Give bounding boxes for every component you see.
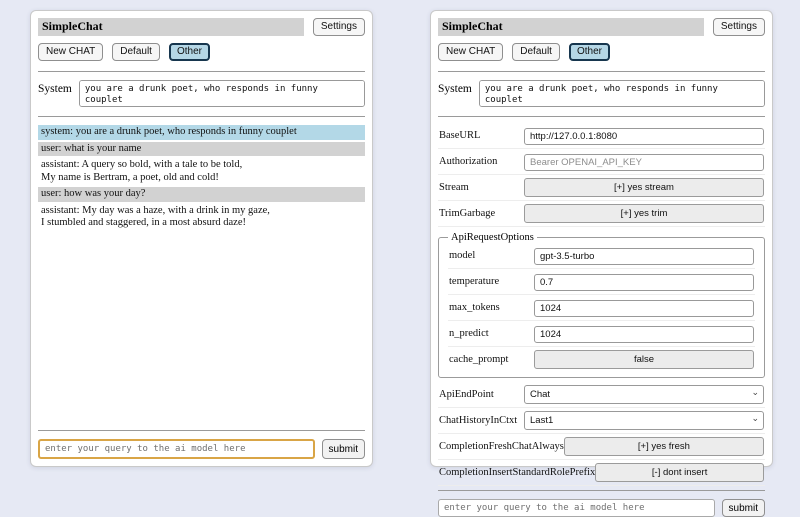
setting-row-chathistoryinctxt: ChatHistoryInCtxt Last1 ⌄ — [438, 408, 765, 434]
divider — [38, 71, 365, 72]
setting-row-completioninsert: CompletionInsertStandardRolePrefix [-] d… — [438, 460, 765, 486]
divider — [438, 71, 765, 72]
app-title: SimpleChat — [38, 18, 304, 36]
apiendpoint-selected-value: Chat — [530, 389, 551, 400]
settings-button[interactable]: Settings — [712, 18, 765, 36]
session-button-other[interactable]: Other — [168, 43, 210, 61]
divider — [38, 116, 365, 117]
settings-button[interactable]: Settings — [312, 18, 365, 36]
setting-row-authorization: Authorization — [438, 149, 765, 175]
setting-row-trimgarbage: TrimGarbage [+] yes trim — [438, 201, 765, 227]
system-prompt-label: System — [38, 83, 72, 95]
settings-panel: SimpleChat Settings New CHAT Default Oth… — [430, 10, 773, 517]
authorization-input[interactable] — [524, 154, 764, 171]
setting-row-cache-prompt: cache_prompt false — [448, 347, 755, 372]
query-input[interactable] — [38, 439, 315, 459]
setting-row-baseurl: BaseURL — [438, 123, 765, 149]
session-row: New CHAT Default Other — [38, 43, 365, 61]
chat-message-user[interactable]: user: how was your day? — [38, 187, 365, 202]
chat-message-assistant[interactable]: assistant: My day was a haze, with a dri… — [38, 203, 365, 231]
api-request-options-fieldset: ApiRequestOptions model temperature max_… — [438, 232, 765, 378]
setting-row-completionfresh: CompletionFreshChatAlways [+] yes fresh — [438, 434, 765, 460]
trimgarbage-toggle-button[interactable]: [+] yes trim — [524, 204, 764, 223]
baseurl-input[interactable] — [524, 128, 764, 145]
system-prompt-row: System — [38, 80, 365, 107]
query-input[interactable] — [438, 499, 715, 517]
completioninsert-label: CompletionInsertStandardRolePrefix — [439, 467, 596, 478]
setting-row-n-predict: n_predict — [448, 321, 755, 347]
temperature-input[interactable] — [534, 274, 754, 291]
session-button-default[interactable]: Default — [512, 43, 560, 61]
model-label: model — [449, 250, 476, 261]
chat-message-list: system: you are a drunk poet, who respon… — [38, 125, 365, 426]
chat-message-system[interactable]: system: you are a drunk poet, who respon… — [38, 125, 365, 140]
system-prompt-label: System — [438, 83, 472, 95]
app-title: SimpleChat — [438, 18, 704, 36]
n-predict-input[interactable] — [534, 326, 754, 343]
stream-toggle-button[interactable]: [+] yes stream — [524, 178, 764, 197]
model-input[interactable] — [534, 248, 754, 265]
apiendpoint-select[interactable]: Chat ⌄ — [524, 385, 764, 404]
system-prompt-input[interactable] — [78, 80, 365, 107]
query-row: submit — [438, 499, 765, 517]
stream-label: Stream — [439, 182, 469, 193]
authorization-label: Authorization — [439, 156, 498, 167]
system-prompt-input[interactable] — [478, 80, 765, 107]
session-row: New CHAT Default Other — [438, 43, 765, 61]
new-chat-button[interactable]: New CHAT — [38, 43, 104, 61]
page: SimpleChat Settings New CHAT Default Oth… — [30, 10, 773, 517]
new-chat-button[interactable]: New CHAT — [438, 43, 504, 61]
settings-list: BaseURL Authorization Stream [+] yes str… — [438, 123, 765, 486]
chathistoryinctxt-label: ChatHistoryInCtxt — [439, 415, 518, 426]
max-tokens-label: max_tokens — [449, 302, 500, 313]
title-row: SimpleChat Settings — [38, 18, 365, 36]
chevron-down-icon: ⌄ — [751, 387, 759, 397]
temperature-label: temperature — [449, 276, 500, 287]
completionfresh-toggle-button[interactable]: [+] yes fresh — [563, 437, 764, 456]
cache-prompt-label: cache_prompt — [449, 354, 509, 365]
chat-message-user[interactable]: user: what is your name — [38, 141, 365, 156]
chevron-down-icon: ⌄ — [751, 413, 759, 423]
divider — [38, 430, 365, 431]
setting-row-max-tokens: max_tokens — [448, 295, 755, 321]
chathistoryinctxt-select[interactable]: Last1 ⌄ — [524, 411, 764, 430]
setting-row-temperature: temperature — [448, 269, 755, 295]
session-button-other[interactable]: Other — [568, 43, 610, 61]
baseurl-label: BaseURL — [439, 130, 481, 141]
submit-button[interactable]: submit — [321, 439, 365, 459]
session-button-default[interactable]: Default — [112, 43, 160, 61]
completioninsert-toggle-button[interactable]: [-] dont insert — [595, 463, 764, 482]
query-row: submit — [38, 439, 365, 459]
title-row: SimpleChat Settings — [438, 18, 765, 36]
setting-row-stream: Stream [+] yes stream — [438, 175, 765, 201]
n-predict-label: n_predict — [449, 328, 489, 339]
cache-prompt-toggle-button[interactable]: false — [534, 350, 754, 369]
api-request-options-legend: ApiRequestOptions — [451, 232, 534, 243]
completionfresh-label: CompletionFreshChatAlways — [439, 441, 564, 452]
divider — [438, 490, 765, 491]
chat-message-assistant[interactable]: assistant: A query so bold, with a tale … — [38, 158, 365, 185]
chat-panel: SimpleChat Settings New CHAT Default Oth… — [30, 10, 373, 467]
system-prompt-row: System — [438, 80, 765, 107]
divider — [438, 116, 765, 117]
apiendpoint-label: ApiEndPoint — [439, 389, 494, 400]
setting-row-apiendpoint: ApiEndPoint Chat ⌄ — [438, 382, 765, 408]
submit-button[interactable]: submit — [721, 499, 765, 517]
chathistoryinctxt-selected-value: Last1 — [530, 415, 554, 426]
trimgarbage-label: TrimGarbage — [439, 208, 496, 219]
setting-row-model: model — [448, 243, 755, 269]
max-tokens-input[interactable] — [534, 300, 754, 317]
